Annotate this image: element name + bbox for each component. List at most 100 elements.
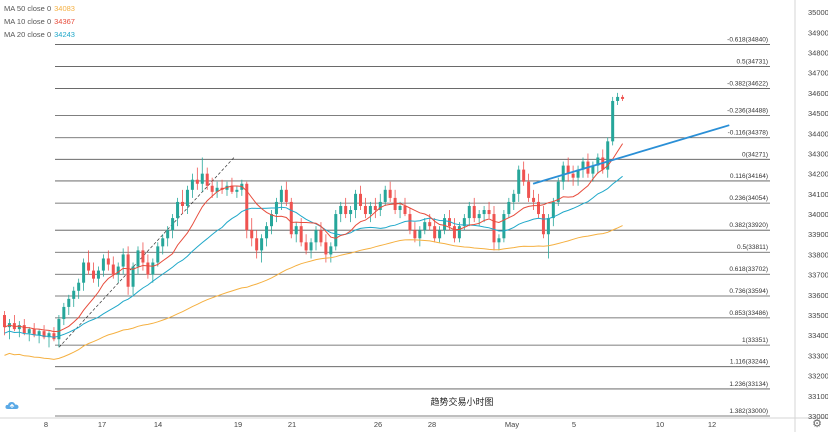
candle-body	[101, 258, 105, 271]
candle-body	[171, 218, 175, 231]
candle-body	[190, 179, 194, 190]
candle-body	[166, 230, 170, 239]
fib-level-label: 0.5(33811)	[737, 244, 768, 251]
fib-level-label: 1.382(33000)	[729, 408, 768, 415]
ma10-line	[4, 143, 624, 333]
fib-level-label: 1(33351)	[742, 337, 768, 344]
time-tick-label: 12	[708, 420, 716, 429]
fib-level-label: 0.736(33594)	[729, 288, 768, 295]
candle-body	[17, 325, 21, 330]
candle-body	[304, 242, 308, 251]
candle-body	[477, 214, 481, 219]
candle-body	[616, 96, 620, 101]
time-tick-label: 14	[154, 420, 162, 429]
fib-level-label: 0.236(34054)	[729, 195, 768, 202]
candle-body	[487, 210, 491, 215]
legend-ma20[interactable]: MA 20 close 0 34243	[4, 28, 75, 41]
price-tick-label: 33600	[808, 291, 828, 300]
legend-ma50-label: MA 50 close 0	[4, 4, 52, 13]
candle-body	[428, 222, 432, 227]
candle-body	[37, 331, 41, 336]
ma20-line	[4, 175, 623, 338]
candle-body	[57, 319, 61, 340]
candle-body	[537, 201, 540, 215]
price-tick-label: 35000	[808, 8, 828, 17]
candle-body	[181, 201, 184, 206]
candle-body	[47, 333, 51, 338]
candle-body	[200, 173, 204, 184]
candle-body	[566, 165, 570, 174]
candle-body	[72, 290, 76, 299]
time-tick-label: 8	[44, 420, 48, 429]
dashed-trend-line	[58, 157, 235, 348]
legend-ma50[interactable]: MA 50 close 0 34083	[4, 2, 75, 15]
candle-body	[77, 282, 81, 291]
ma50-line	[4, 225, 623, 360]
candle-body	[472, 205, 476, 219]
candle-body	[289, 201, 293, 235]
price-tick-label: 34000	[808, 210, 828, 219]
price-tick-label: 33500	[808, 311, 828, 320]
candle-body	[457, 226, 461, 239]
candle-body	[502, 214, 506, 239]
watermark-text: 趋势交易小时图	[430, 396, 493, 407]
candle-body	[423, 222, 427, 231]
time-tick-label: 17	[98, 420, 106, 429]
time-tick-label: 28	[428, 420, 436, 429]
candle-body	[329, 246, 333, 255]
candle-body	[314, 230, 318, 243]
candle-body	[403, 205, 407, 215]
candle-body	[349, 210, 353, 215]
fib-level-label: 0.853(33486)	[729, 310, 768, 317]
legend-ma10[interactable]: MA 10 close 0 34367	[4, 15, 75, 28]
price-tick-label: 33700	[808, 271, 828, 280]
candle-body	[541, 214, 545, 235]
time-tick-label: May	[505, 420, 519, 429]
candle-body	[354, 193, 358, 211]
candle-body	[161, 238, 165, 247]
candle-body	[413, 230, 417, 239]
price-tick-label: 33900	[808, 230, 828, 239]
candle-body	[111, 264, 115, 275]
candle-body	[279, 189, 283, 202]
gear-icon[interactable]: ⚙	[812, 418, 822, 430]
candle-body	[210, 185, 214, 192]
price-tick-label: 33800	[808, 250, 828, 259]
fib-level-label: 0.618(33702)	[729, 266, 768, 273]
candle-body	[151, 262, 155, 275]
fib-level-label: -0.618(34840)	[727, 36, 768, 43]
fib-level-label: 1.116(33244)	[730, 359, 768, 366]
candle-body	[255, 238, 259, 251]
candle-body	[205, 173, 209, 186]
candle-body	[309, 242, 313, 251]
candle-body	[62, 306, 66, 320]
fib-level-label: 1.236(33134)	[729, 381, 768, 388]
candle-body	[87, 262, 91, 271]
candle-body	[418, 230, 422, 239]
price-tick-label: 33100	[808, 392, 828, 401]
candle-body	[185, 189, 189, 206]
candle-body	[448, 218, 451, 227]
time-tick-label: 26	[374, 420, 382, 429]
fib-level-label: -0.236(34488)	[727, 108, 768, 115]
cloud-icon[interactable]	[5, 400, 19, 410]
candle-body	[359, 193, 362, 206]
candle-body	[452, 226, 456, 239]
candle-body	[146, 262, 150, 275]
candle-body	[532, 197, 536, 202]
price-tick-label: 34900	[808, 28, 828, 37]
fib-level-label: 0(34271)	[742, 151, 768, 158]
candle-body	[141, 250, 145, 263]
price-tick-label: 34300	[808, 149, 828, 158]
fib-level-label: -0.382(34622)	[727, 80, 768, 87]
candle-body	[42, 331, 46, 338]
candle-body	[265, 226, 269, 239]
candle-body	[284, 189, 288, 202]
price-tick-label: 33200	[808, 372, 828, 381]
candle-body	[215, 187, 219, 192]
candle-body	[388, 189, 392, 198]
legend-ma20-value: 34243	[54, 30, 75, 39]
candle-body	[482, 210, 486, 215]
candle-body	[591, 165, 595, 174]
fib-level-label: 0.5(34731)	[737, 58, 768, 65]
